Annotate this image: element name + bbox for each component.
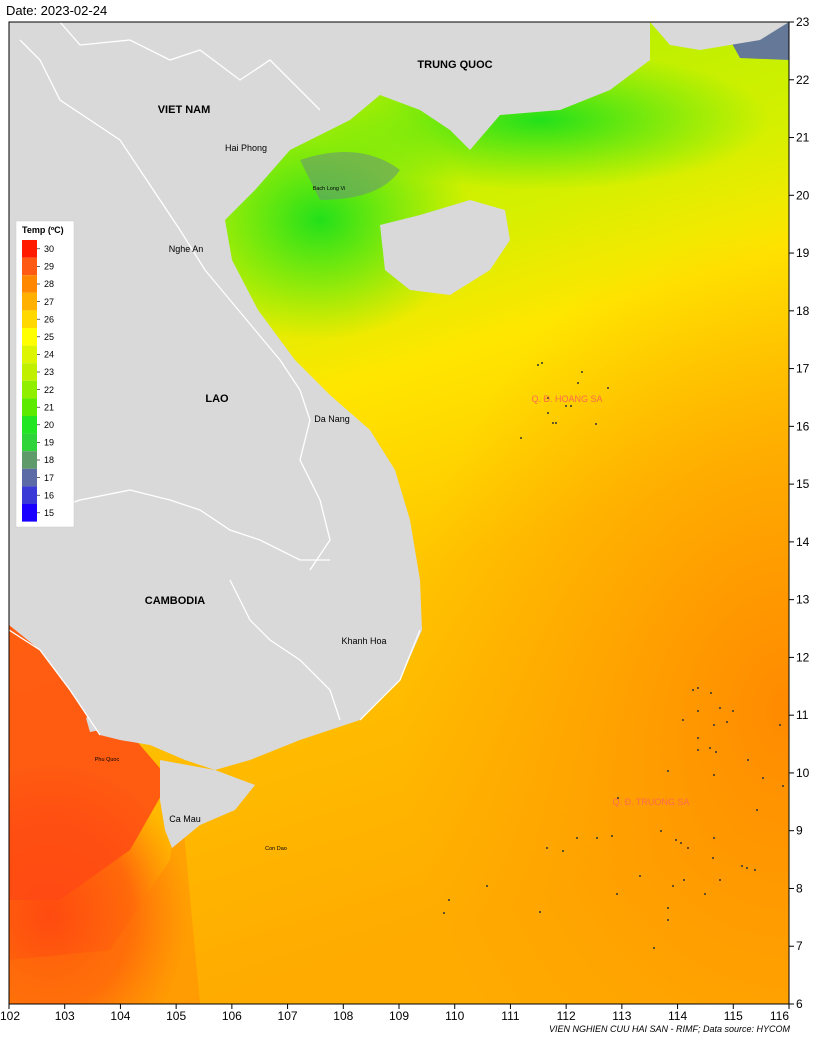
- legend-value: 20: [44, 420, 54, 430]
- y-tick-label: 14: [796, 535, 810, 549]
- x-tick-label: 103: [55, 1009, 75, 1023]
- x-tick-label: 112: [557, 1009, 576, 1023]
- legend-value: 29: [44, 262, 54, 272]
- y-tick-label: 8: [796, 881, 803, 895]
- label-china: TRUNG QUOC: [417, 59, 492, 71]
- label-truong-sa: Q. Đ. TRUONG SA: [613, 797, 690, 807]
- y-tick-label: 18: [796, 304, 810, 318]
- legend-swatch: [22, 310, 37, 328]
- land-mass: [9, 22, 789, 848]
- legend-swatch: [22, 345, 37, 364]
- y-tick-label: 15: [796, 477, 810, 491]
- x-tick-label: 116: [770, 1009, 789, 1023]
- y-tick-label: 20: [796, 188, 810, 202]
- legend-value: 26: [44, 314, 54, 324]
- legend-swatch: [22, 416, 37, 434]
- legend-value: 27: [44, 297, 54, 307]
- legend-swatch: [22, 275, 37, 293]
- legend-swatch: [22, 468, 37, 487]
- legend-swatch: [22, 433, 37, 452]
- y-axis: 23 22 21 20 19 18 17 16 15 14 13 12 11 10 9 8 7 6: [789, 15, 810, 1011]
- label-nghe-an: Nghe An: [169, 244, 204, 254]
- legend-value: 16: [44, 490, 54, 500]
- y-tick-label: 16: [796, 419, 810, 433]
- date-label: Date: 2023-02-24: [6, 3, 108, 18]
- legend-value: 24: [44, 350, 54, 360]
- label-laos: LAO: [205, 393, 229, 405]
- x-tick-label: 111: [501, 1009, 520, 1023]
- truong-sa-islands: [443, 687, 784, 949]
- label-con-dao: Con Dao: [265, 846, 287, 852]
- legend-swatch: [22, 451, 37, 469]
- legend-value: 28: [44, 279, 54, 289]
- y-tick-label: 10: [796, 766, 810, 780]
- x-tick-label: 108: [333, 1009, 353, 1023]
- label-phu-quoc: Phu Quoc: [95, 757, 120, 763]
- legend-value: 23: [44, 367, 54, 377]
- y-tick-label: 21: [796, 131, 810, 145]
- x-tick-label: 107: [278, 1009, 298, 1023]
- x-tick-label: 115: [724, 1009, 743, 1023]
- legend-value: 21: [44, 402, 54, 412]
- y-tick-label: 19: [796, 246, 810, 260]
- legend-value: 22: [44, 385, 54, 395]
- y-tick-label: 22: [796, 73, 810, 87]
- label-hoang-sa: Q. Đ. HOANG SA: [531, 394, 602, 404]
- y-tick-label: 23: [796, 15, 810, 29]
- x-tick-label: 104: [110, 1009, 130, 1023]
- y-tick-label: 9: [796, 824, 803, 838]
- hoang-sa-islands: [520, 362, 609, 439]
- y-tick-label: 11: [796, 708, 809, 722]
- legend-value: 17: [44, 473, 54, 483]
- legend-swatch: [22, 257, 37, 276]
- legend-title: Temp (ºC): [22, 225, 64, 235]
- x-tick-label: 102: [0, 1009, 20, 1023]
- legend-swatch: [22, 292, 37, 311]
- legend-value: 30: [44, 244, 54, 254]
- legend-value: 25: [44, 332, 54, 342]
- legend-swatch: [22, 380, 37, 399]
- legend-swatch: [22, 363, 37, 381]
- label-cambodia: CAMBODIA: [145, 595, 206, 607]
- legend-value: 19: [44, 438, 54, 448]
- x-tick-label: 109: [389, 1009, 409, 1023]
- legend-swatch: [22, 240, 37, 258]
- y-tick-label: 12: [796, 650, 810, 664]
- map-labels: TRUNG QUOC VIET NAM LAO CAMBODIA Hai Pho…: [95, 59, 690, 852]
- x-tick-label: 106: [222, 1009, 242, 1023]
- y-tick-label: 6: [796, 997, 803, 1011]
- legend-swatch: [22, 486, 37, 504]
- label-khanh-hoa: Khanh Hoa: [341, 636, 386, 646]
- label-ca-mau: Ca Mau: [169, 814, 201, 824]
- temperature-legend: Temp (ºC) 30 29 28 27 26 25 24 23 22 21 20 19 18 17 16…: [15, 220, 75, 528]
- y-tick-label: 17: [796, 362, 810, 376]
- label-hai-phong: Hai Phong: [225, 143, 267, 153]
- label-vietnam: VIET NAM: [158, 104, 211, 116]
- legend-value: 18: [44, 455, 54, 465]
- legend-value: 15: [44, 508, 54, 518]
- label-bach-long-vi: Bach Long Vi: [313, 186, 346, 192]
- legend-swatch: [22, 398, 37, 416]
- x-tick-label: 110: [445, 1009, 464, 1023]
- data-credit: VIEN NGHIEN CUU HAI SAN - RIMF; Data sou…: [548, 1024, 790, 1034]
- label-da-nang: Da Nang: [314, 414, 350, 424]
- legend-swatch: [22, 504, 37, 522]
- x-tick-label: 105: [166, 1009, 186, 1023]
- country-borders: [8, 21, 421, 736]
- legend-swatch: [22, 328, 37, 346]
- x-axis: 102 103 104 105 106 107 108 109 110 111 112 113 114 1…: [0, 1004, 790, 1023]
- y-tick-label: 7: [796, 939, 803, 953]
- y-tick-label: 13: [796, 593, 810, 607]
- x-tick-label: 114: [668, 1009, 687, 1023]
- x-tick-label: 113: [612, 1009, 631, 1023]
